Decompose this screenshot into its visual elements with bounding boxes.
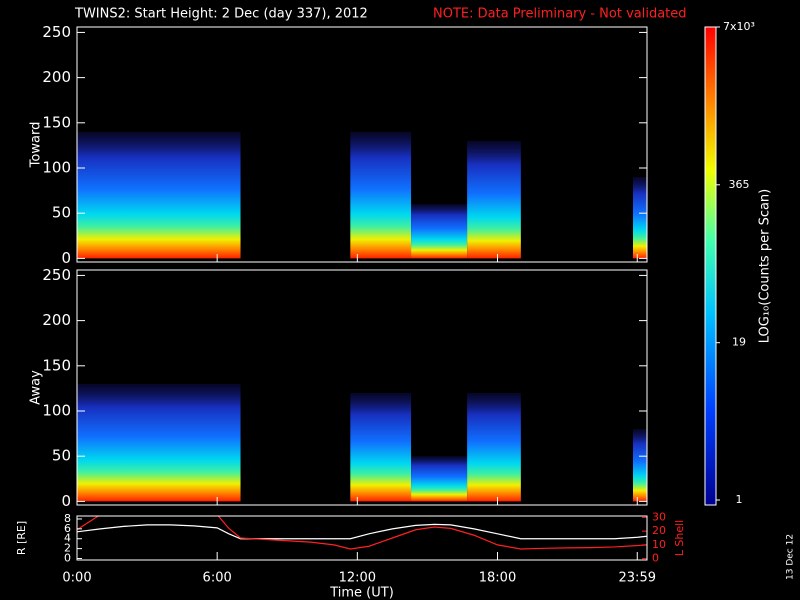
spectrogram-block xyxy=(411,204,468,259)
y-tick-label: 8 xyxy=(64,512,71,525)
plot-frame xyxy=(76,515,648,561)
y2-tick-label: 0 xyxy=(652,552,659,565)
series-line xyxy=(77,516,647,550)
plot-area xyxy=(77,516,647,550)
y-tick-label: 100 xyxy=(42,159,71,177)
y-tick-label: 2 xyxy=(64,542,71,555)
y-tick-label: 200 xyxy=(42,311,71,329)
colorbar xyxy=(704,26,717,506)
spectrogram-block xyxy=(632,429,647,502)
x-tick-label: 23:59 xyxy=(619,571,656,586)
spectrogram-block xyxy=(77,383,241,502)
y-axis-label: Away xyxy=(29,370,44,405)
y2-axis-label: L Shell xyxy=(673,520,686,556)
y-tick-label: 0 xyxy=(61,492,71,510)
spectrogram-block xyxy=(350,131,412,259)
y-axis-label: R [RE] xyxy=(15,521,28,555)
colorbar-tick-label: 7x10³ xyxy=(723,20,755,33)
plot-frame xyxy=(76,269,648,506)
y2-tick-label: 20 xyxy=(652,524,666,537)
footer: 13 Dec 12 xyxy=(786,534,796,580)
colorbar-label: LOG₁₀(Counts per Scan) xyxy=(758,189,773,344)
y-tick-label: 250 xyxy=(42,23,71,41)
y-tick-label: 6 xyxy=(64,522,71,535)
spectrogram-block xyxy=(350,392,412,502)
spectrogram-block xyxy=(467,392,521,502)
colorbar-tick-label: 1 xyxy=(736,493,743,506)
colorbar-tick-label: 19 xyxy=(732,336,746,349)
spectrogram-block xyxy=(632,177,647,259)
y-tick-label: 100 xyxy=(42,402,71,420)
colorbar-tick-label: 365 xyxy=(729,178,750,191)
series-line xyxy=(77,523,647,540)
note: NOTE: Data Preliminary - Not validated xyxy=(433,7,687,22)
x-axis-label: Time (UT) xyxy=(329,586,394,600)
y2-tick-label: 10 xyxy=(652,538,666,551)
y-tick-label: 0 xyxy=(64,552,71,565)
y-tick-label: 4 xyxy=(64,532,71,545)
y-tick-label: 50 xyxy=(52,447,71,465)
x-tick-label: 18:00 xyxy=(479,571,516,586)
chart-title: TWINS2: Start Height: 2 Dec (day 337), 2… xyxy=(74,7,368,22)
y2-tick-label: 30 xyxy=(652,510,666,523)
spectrogram-block xyxy=(467,140,521,259)
spectrogram-block xyxy=(411,456,468,502)
y-tick-label: 150 xyxy=(42,113,71,131)
y-axis-label: Toward xyxy=(29,122,44,169)
x-tick-label: 6:00 xyxy=(203,571,232,586)
y-tick-label: 0 xyxy=(61,249,71,267)
plot-frame xyxy=(76,26,648,263)
y-tick-label: 250 xyxy=(42,266,71,284)
y-tick-label: 150 xyxy=(42,356,71,374)
spectrogram-block xyxy=(77,131,241,259)
y-tick-label: 50 xyxy=(52,204,71,222)
x-tick-label: 12:00 xyxy=(339,571,376,586)
y-tick-label: 200 xyxy=(42,68,71,86)
x-tick-label: 0:00 xyxy=(62,571,91,586)
